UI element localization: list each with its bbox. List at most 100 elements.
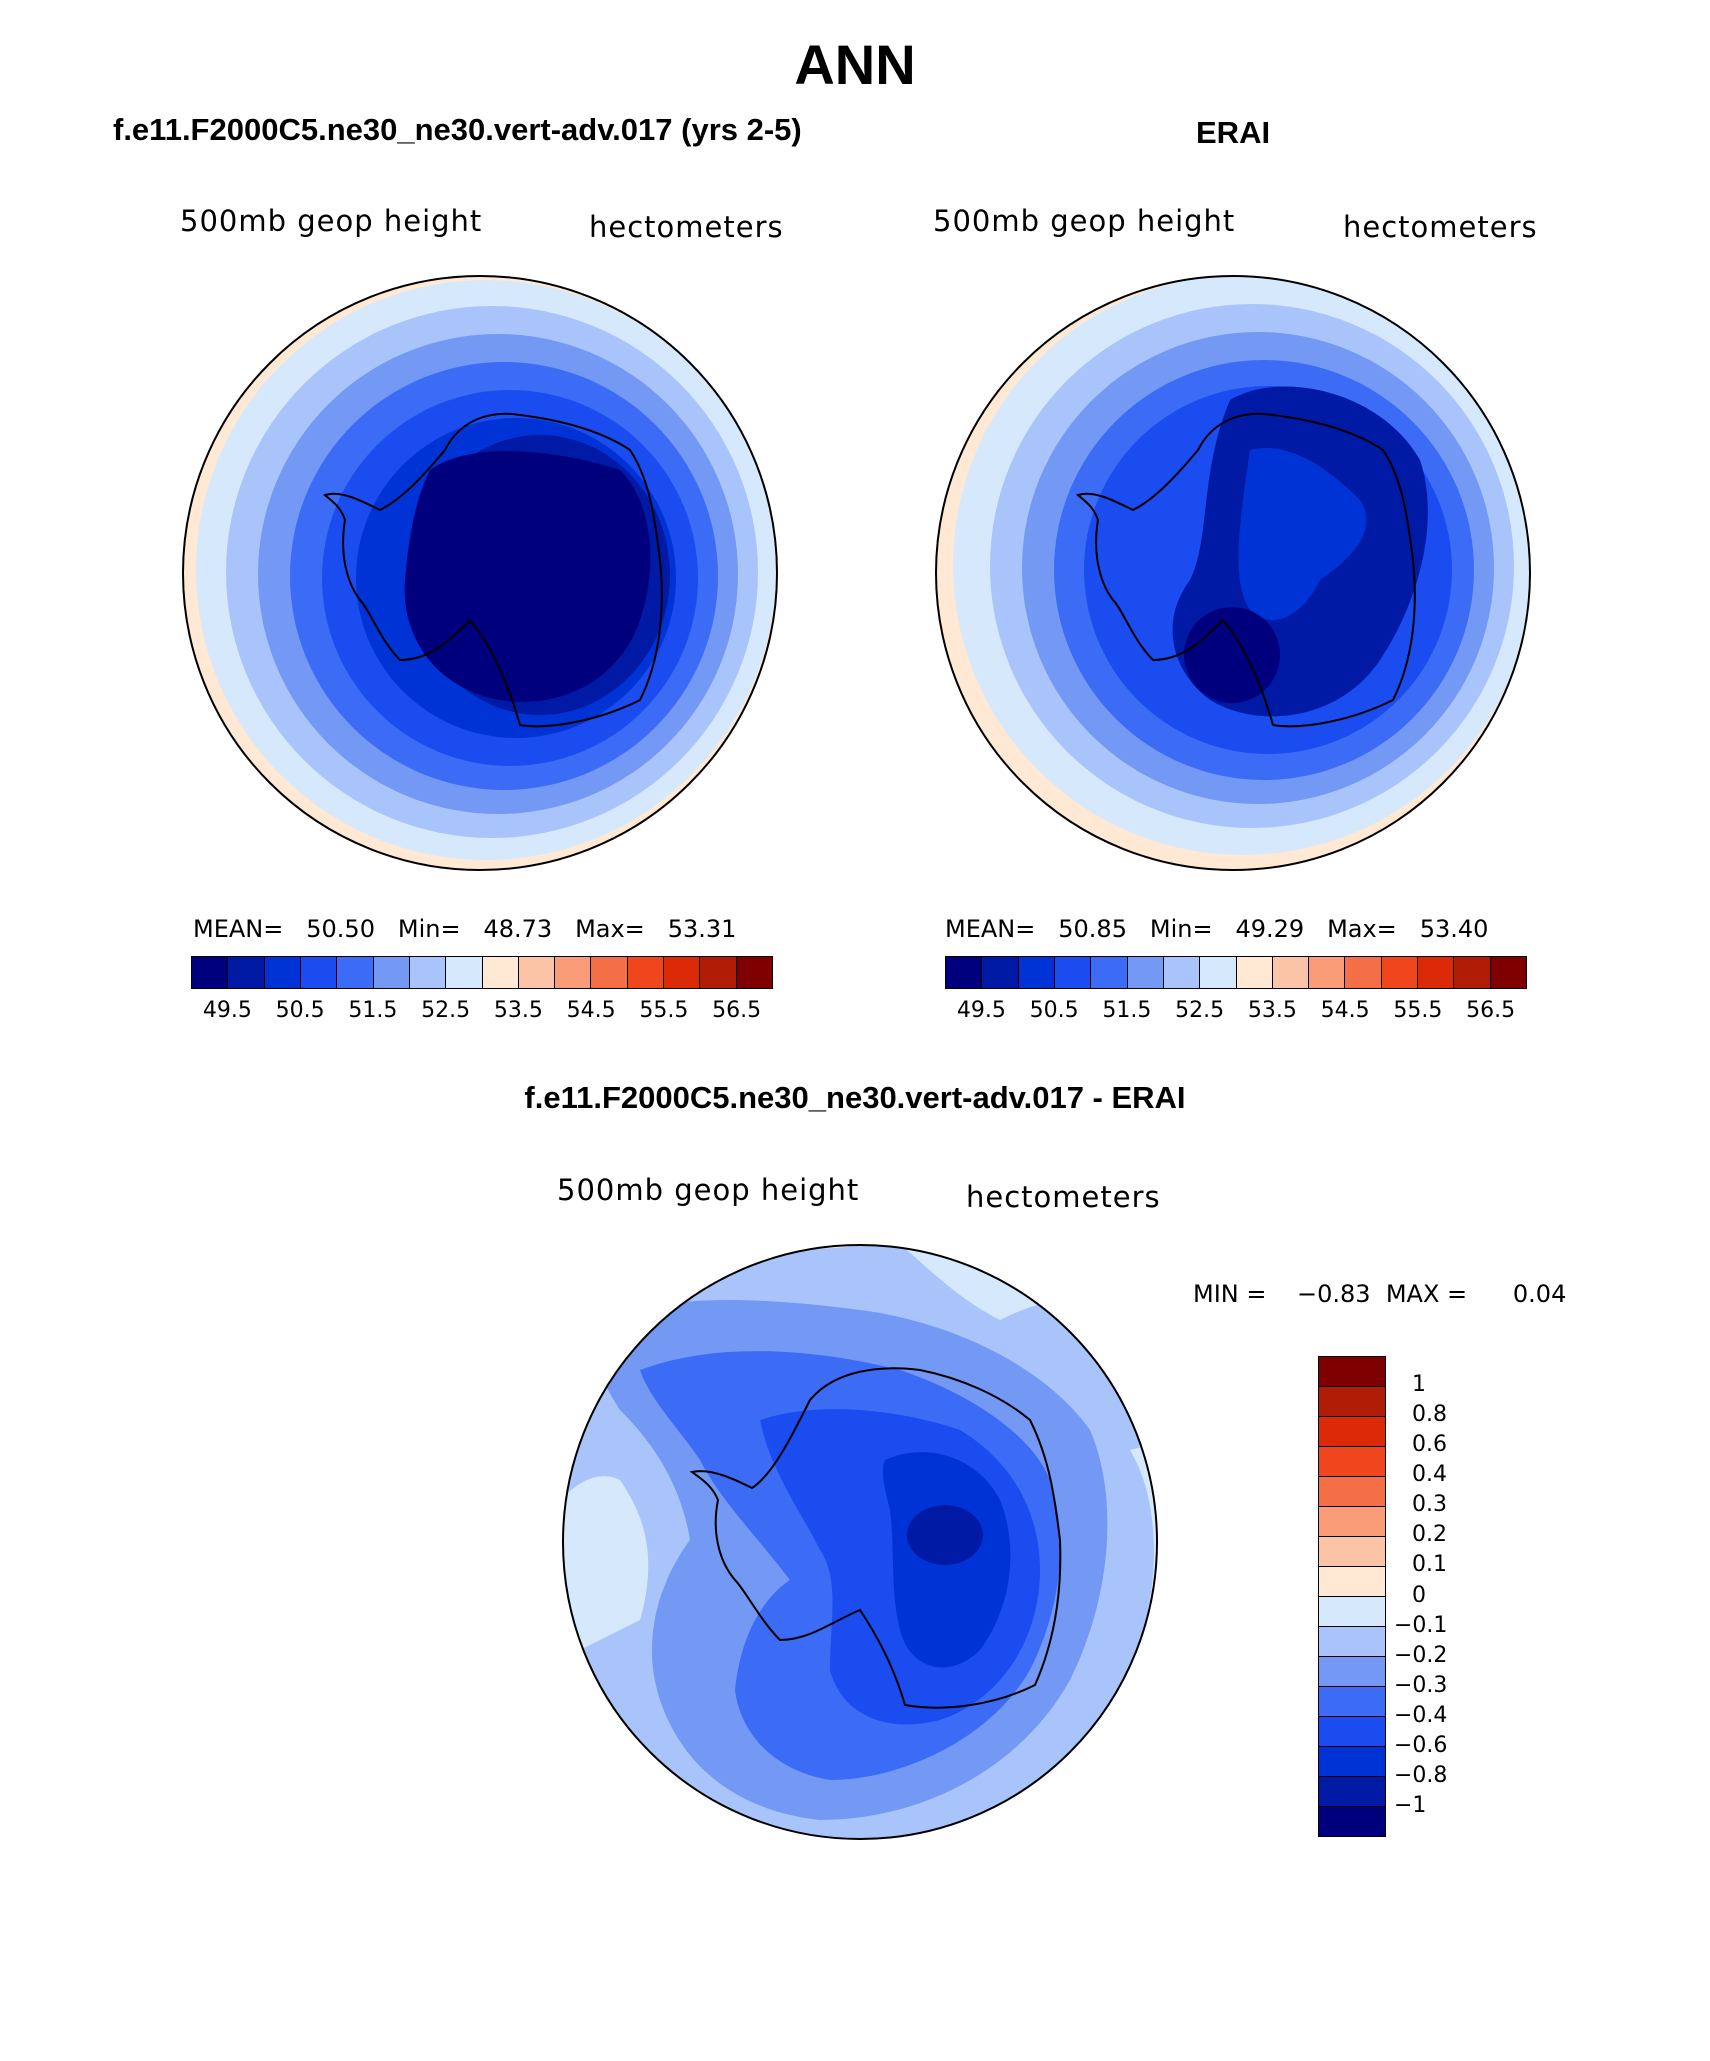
- left-colorbar-ticks: 49.5 50.5 51.5 52.5 53.5 54.5 55.5 56.5: [191, 998, 773, 1028]
- colorbar-swatch: [1319, 1507, 1385, 1537]
- diff-panel-title: f.e11.F2000C5.ne30_ne30.vert-adv.017 - E…: [524, 1080, 1186, 1115]
- colorbar-swatch: [1319, 1747, 1385, 1777]
- left-antarctica-coastline: [323, 412, 663, 728]
- left-panel-units-label: hectometers: [589, 210, 784, 244]
- colorbar-tick-label: 53.5: [493, 998, 543, 1023]
- colorbar-tick-label: 52.5: [421, 998, 471, 1023]
- colorbar-tick-label: 50.5: [275, 998, 325, 1023]
- colorbar-swatch: [228, 957, 265, 988]
- colorbar-swatch: [1127, 957, 1164, 988]
- colorbar-swatch: [409, 957, 447, 988]
- colorbar-tick-label: −0.6: [1394, 1732, 1448, 1758]
- colorbar-tick-label: 0.6: [1412, 1432, 1447, 1458]
- colorbar-swatch: [1345, 957, 1382, 988]
- right-panel-variable-label: 500mb geop height: [933, 204, 1236, 238]
- colorbar-swatch: [664, 957, 701, 988]
- colorbar-swatch: [1319, 1417, 1385, 1447]
- colorbar-swatch: [446, 957, 483, 988]
- colorbar-swatch: [1309, 957, 1346, 988]
- diff-antarctica-coastline: [689, 1367, 1062, 1709]
- colorbar-swatch: [700, 957, 737, 988]
- colorbar-swatch: [482, 957, 519, 988]
- colorbar-tick-label: 0.3: [1412, 1492, 1447, 1518]
- diff-colorbar-ticks: 1 0.8 0.6 0.4 0.3 0.2 0.1 0 −0.1 −0.2 −0.3 −0.4 −0.6…: [1394, 1356, 1514, 1837]
- colorbar-tick-label: 51.5: [1102, 998, 1152, 1023]
- colorbar-tick-label: 0.8: [1412, 1402, 1447, 1428]
- colorbar-tick-label: 49.5: [202, 998, 252, 1023]
- colorbar-swatch: [1319, 1387, 1385, 1417]
- colorbar-swatch: [264, 957, 301, 988]
- colorbar-swatch: [373, 957, 410, 988]
- right-colorbar-ticks: 49.5 50.5 51.5 52.5 53.5 54.5 55.5 56.5: [945, 998, 1527, 1028]
- colorbar-tick-label: 56.5: [712, 998, 762, 1023]
- colorbar-tick-label: −0.3: [1394, 1672, 1448, 1698]
- colorbar-tick-label: −1: [1394, 1792, 1427, 1818]
- colorbar-swatch: [1319, 1627, 1385, 1657]
- page-title: ANN: [794, 33, 916, 96]
- left-stats: MEAN= 50.50 Min= 48.73 Max= 53.31: [193, 915, 737, 943]
- colorbar-swatch: [946, 957, 983, 988]
- diff-stats: MIN = −0.83 MAX = 0.04: [1193, 1280, 1567, 1308]
- colorbar-tick-label: −0.8: [1394, 1762, 1448, 1788]
- colorbar-swatch: [337, 957, 374, 988]
- colorbar-tick-label: 52.5: [1175, 998, 1225, 1023]
- colorbar-swatch: [1319, 1447, 1385, 1477]
- colorbar-swatch: [555, 957, 592, 988]
- colorbar-swatch: [1018, 957, 1055, 988]
- right-panel-title: ERAI: [1196, 115, 1271, 150]
- colorbar-swatch: [1319, 1777, 1385, 1807]
- colorbar-tick-label: 54.5: [566, 998, 616, 1023]
- colorbar-swatch: [518, 957, 556, 988]
- colorbar-swatch: [1319, 1657, 1385, 1687]
- colorbar-swatch: [1454, 957, 1491, 988]
- colorbar-swatch: [982, 957, 1019, 988]
- colorbar-swatch: [1200, 957, 1237, 988]
- right-colorbar: [945, 956, 1527, 989]
- colorbar-swatch: [1236, 957, 1273, 988]
- colorbar-swatch: [736, 957, 772, 988]
- colorbar-swatch: [1319, 1807, 1385, 1836]
- colorbar-swatch: [1319, 1477, 1385, 1507]
- colorbar-swatch: [1054, 957, 1092, 988]
- colorbar-tick-label: 50.5: [1029, 998, 1079, 1023]
- left-panel-title: f.e11.F2000C5.ne30_ne30.vert-adv.017 (yr…: [113, 112, 802, 147]
- colorbar-tick-label: 49.5: [956, 998, 1006, 1023]
- colorbar-tick-label: −0.1: [1394, 1612, 1448, 1638]
- colorbar-swatch: [1319, 1687, 1385, 1717]
- colorbar-tick-label: −0.2: [1394, 1642, 1448, 1668]
- colorbar-swatch: [1319, 1537, 1385, 1567]
- left-colorbar: [191, 956, 773, 989]
- colorbar-swatch: [1272, 957, 1310, 988]
- diff-colorbar: [1318, 1356, 1386, 1837]
- colorbar-swatch: [1418, 957, 1455, 988]
- colorbar-tick-label: 55.5: [639, 998, 689, 1023]
- colorbar-tick-label: 0.4: [1412, 1462, 1447, 1488]
- diff-panel-variable-label: 500mb geop height: [557, 1173, 860, 1207]
- colorbar-tick-label: 0.2: [1412, 1522, 1447, 1548]
- colorbar-tick-label: 56.5: [1466, 998, 1516, 1023]
- colorbar-swatch: [1163, 957, 1201, 988]
- colorbar-tick-label: −0.4: [1394, 1702, 1448, 1728]
- colorbar-tick-label: 54.5: [1320, 998, 1370, 1023]
- colorbar-tick-label: 0.1: [1412, 1552, 1447, 1578]
- colorbar-swatch: [300, 957, 338, 988]
- colorbar-swatch: [591, 957, 628, 988]
- colorbar-swatch: [627, 957, 665, 988]
- colorbar-tick-label: 55.5: [1393, 998, 1443, 1023]
- left-panel-variable-label: 500mb geop height: [180, 204, 483, 238]
- colorbar-swatch: [1319, 1717, 1385, 1747]
- colorbar-swatch: [192, 957, 229, 988]
- right-stats: MEAN= 50.85 Min= 49.29 Max= 53.40: [945, 915, 1489, 943]
- diff-panel-units-label: hectometers: [966, 1180, 1161, 1214]
- colorbar-tick-label: 0: [1412, 1582, 1426, 1608]
- colorbar-tick-label: 51.5: [348, 998, 398, 1023]
- colorbar-swatch: [1319, 1357, 1385, 1387]
- colorbar-tick-label: 1: [1412, 1372, 1426, 1398]
- colorbar-swatch: [1319, 1567, 1385, 1597]
- right-antarctica-coastline: [1076, 412, 1416, 728]
- colorbar-swatch: [1490, 957, 1526, 988]
- colorbar-swatch: [1091, 957, 1128, 988]
- right-panel-units-label: hectometers: [1343, 210, 1538, 244]
- colorbar-swatch: [1319, 1597, 1385, 1627]
- colorbar-swatch: [1381, 957, 1419, 988]
